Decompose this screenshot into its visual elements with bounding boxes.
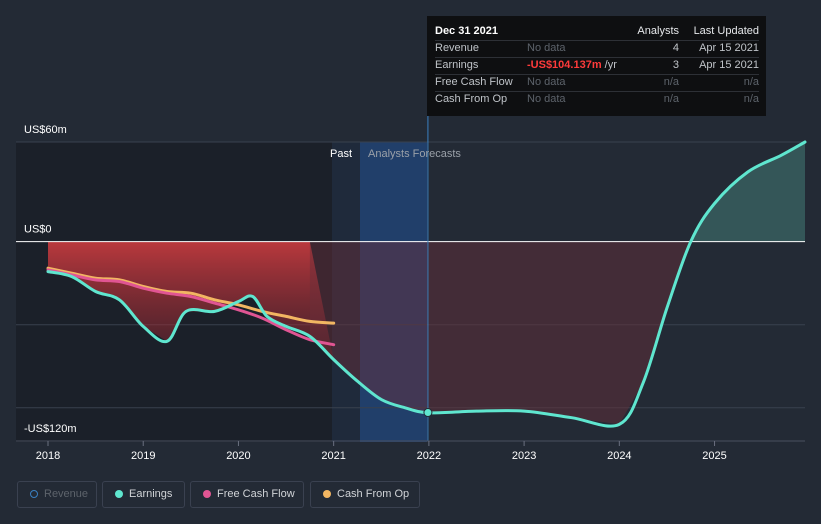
legend-revenue-label: Revenue: [44, 488, 89, 500]
legend-earnings-dot: [115, 490, 123, 498]
legend-revenue[interactable]: Revenue: [17, 481, 97, 508]
tooltip-row-earnings: Earnings -US$104.137m /yr 3 Apr 15 2021: [435, 57, 759, 75]
row-label: Cash From Op: [435, 93, 508, 105]
legend-cfo-dot: [323, 490, 331, 498]
series-line-free-cash-flow: [46, 268, 336, 347]
x-tick-label: 2022: [417, 450, 441, 462]
row-analysts: n/a: [663, 93, 679, 105]
row-value: No data: [527, 76, 566, 88]
tooltip-date: Dec 31 2021: [435, 25, 498, 37]
row-label: Revenue: [435, 42, 480, 54]
earnings-unit: /yr: [601, 59, 617, 71]
legend-cfo-label: Cash From Op: [337, 488, 410, 500]
past-band: [332, 142, 360, 442]
row-value: No data: [527, 93, 566, 105]
earnings-hover-dot[interactable]: [423, 408, 433, 418]
row-analysts: 3: [672, 59, 679, 71]
x-tick-label: 2019: [131, 450, 155, 462]
series-line-cash-from-op: [46, 266, 336, 325]
row-updated: Apr 15 2021: [699, 42, 759, 54]
row-analysts: 4: [672, 42, 679, 54]
row-value: No data: [527, 42, 566, 54]
y-tick-label: US$0: [24, 224, 52, 236]
earnings-area-past: [48, 241, 334, 360]
y-tick-label: US$60m: [24, 124, 67, 136]
tooltip-row-fcf: Free Cash Flow No data n/a n/a: [435, 74, 759, 92]
x-tick-label: 2020: [226, 450, 250, 462]
earnings-area-forecast-positive: [690, 142, 805, 242]
legend-fcf-dot: [203, 490, 211, 498]
legend-free-cash-flow[interactable]: Free Cash Flow: [190, 481, 304, 508]
earnings-area-forecast-negative: [309, 241, 691, 425]
legend-earnings[interactable]: Earnings: [102, 481, 185, 508]
legend-revenue-dot: [30, 490, 38, 498]
row-updated: n/a: [743, 93, 759, 105]
x-tick-label: 2021: [321, 450, 345, 462]
x-tick-label: 2024: [607, 450, 631, 462]
tooltip-row-revenue: Revenue No data 4 Apr 15 2021: [435, 40, 759, 58]
tooltip-row-cfo: Cash From Op No data n/a n/a: [435, 91, 759, 108]
row-updated: Apr 15 2021: [699, 59, 759, 71]
row-label: Earnings: [435, 59, 479, 71]
legend-fcf-label: Free Cash Flow: [217, 488, 295, 500]
tooltip-col-analysts: Analysts: [637, 25, 679, 37]
row-label: Free Cash Flow: [435, 76, 513, 88]
row-analysts: n/a: [663, 76, 679, 88]
tooltip-col-updated: Last Updated: [693, 25, 759, 37]
y-tick-label: -US$120m: [24, 423, 77, 435]
tooltip-header: Dec 31 2021 Analysts Last Updated: [435, 23, 759, 41]
series-line-earnings: [46, 140, 807, 428]
legend-earnings-label: Earnings: [129, 488, 173, 500]
x-tick-label: 2025: [702, 450, 726, 462]
legend-cash-from-op[interactable]: Cash From Op: [310, 481, 420, 508]
row-updated: n/a: [743, 76, 759, 88]
earnings-value: -US$104.137m: [527, 59, 602, 71]
x-tick-label: 2023: [512, 450, 536, 462]
tooltip-panel: Dec 31 2021 Analysts Last Updated Revenu…: [427, 16, 766, 116]
row-value: -US$104.137m /yr: [527, 57, 617, 74]
forecast-label: Analysts Forecasts: [368, 148, 461, 160]
past-label: Past: [330, 148, 352, 160]
x-tick-label: 2018: [36, 450, 60, 462]
